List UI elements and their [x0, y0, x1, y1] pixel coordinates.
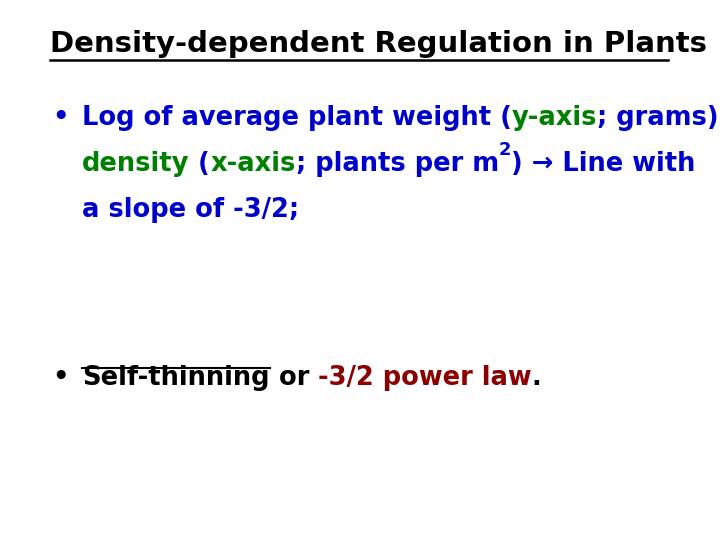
- Text: y-axis: y-axis: [512, 105, 598, 131]
- Text: Log of average plant weight (: Log of average plant weight (: [82, 105, 512, 131]
- Text: •: •: [52, 365, 68, 391]
- Text: .: .: [531, 365, 541, 391]
- Text: 2: 2: [499, 141, 511, 159]
- Text: -3/2 power law: -3/2 power law: [318, 365, 531, 391]
- Text: or: or: [269, 365, 318, 391]
- Text: x-axis: x-axis: [210, 151, 295, 177]
- Text: density: density: [82, 151, 189, 177]
- Text: Self-thinning: Self-thinning: [82, 365, 269, 391]
- Text: (: (: [189, 151, 210, 177]
- Text: ) → Line with: ) → Line with: [511, 151, 696, 177]
- Text: ; plants per m: ; plants per m: [295, 151, 499, 177]
- Text: a slope of -3/2;: a slope of -3/2;: [82, 197, 299, 223]
- Text: ; grams) plotted against: ; grams) plotted against: [598, 105, 720, 131]
- Text: •: •: [52, 105, 68, 131]
- Text: Density-dependent Regulation in Plants: Density-dependent Regulation in Plants: [50, 30, 707, 58]
